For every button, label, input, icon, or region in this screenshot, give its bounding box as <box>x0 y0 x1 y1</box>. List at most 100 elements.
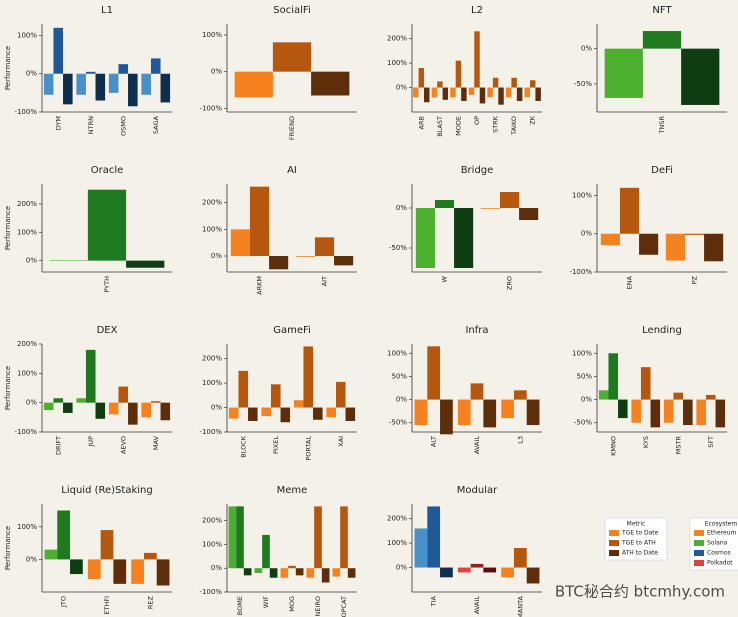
y-tick-label: -100% <box>569 268 592 276</box>
bar <box>272 42 312 72</box>
bar <box>673 392 684 400</box>
y-tick-label: 100% <box>387 539 407 547</box>
legend-label: Cosmos <box>707 550 731 557</box>
y-tick-label: 100% <box>202 31 222 39</box>
bar <box>431 87 438 98</box>
x-tick-label: PZ <box>691 275 699 284</box>
x-tick-label: ENA <box>626 275 634 289</box>
y-axis-label: Performance <box>4 366 12 410</box>
bar <box>128 73 138 107</box>
y-tick-label: 100% <box>202 225 222 233</box>
y-tick-label: 0% <box>396 564 407 572</box>
x-tick-label: NTRN <box>87 116 95 134</box>
legend-title: Ecosystem <box>705 521 738 528</box>
bar <box>269 568 278 578</box>
bar <box>461 87 467 101</box>
legend-swatch <box>609 550 619 556</box>
bar <box>53 398 64 403</box>
y-tick-label: -50% <box>574 80 592 88</box>
x-tick-label: TNSR <box>658 116 666 135</box>
bar <box>108 73 119 93</box>
bar <box>228 407 239 419</box>
bar <box>150 58 161 74</box>
bar <box>314 237 335 256</box>
x-tick-label: OP <box>473 116 481 125</box>
bar <box>100 530 114 560</box>
bar <box>313 407 323 420</box>
y-tick-label: 200% <box>387 515 407 523</box>
x-tick-label: PORTAL <box>304 436 312 461</box>
bar <box>95 402 106 419</box>
bar <box>311 71 350 96</box>
bar <box>468 87 475 95</box>
bar <box>513 548 527 568</box>
bar <box>681 48 720 105</box>
legend-swatch <box>694 530 704 536</box>
panel: Modular 0% 100% 200% TIA AVAIL MANTA <box>387 485 542 617</box>
y-tick-label: -100% <box>199 104 222 112</box>
y-tick-label: 100% <box>202 379 222 387</box>
bar <box>705 394 716 400</box>
bar <box>295 568 304 576</box>
y-tick-label: 0% <box>581 396 592 404</box>
x-tick-label: JTO <box>60 596 68 608</box>
y-tick-label: 100% <box>17 369 37 377</box>
panel: Liquid (Re)Staking Performance 0% 100% JTO ET… <box>4 485 172 615</box>
y-tick-label: 0% <box>211 252 222 260</box>
bar <box>483 399 497 428</box>
bar <box>479 87 486 104</box>
bar <box>498 87 504 105</box>
bar <box>457 399 471 426</box>
bar <box>126 260 165 268</box>
bar <box>128 402 138 425</box>
bar <box>519 208 539 220</box>
x-tick-label: MSTR <box>674 436 682 455</box>
bar <box>131 559 144 584</box>
legend-label: TGE to ATH <box>621 540 656 547</box>
y-tick-label: 0% <box>26 555 37 563</box>
bar <box>639 233 659 255</box>
y-tick-label: 0% <box>211 564 222 572</box>
bar <box>513 390 527 400</box>
y-tick-label: 0% <box>26 70 37 78</box>
bar <box>684 233 705 235</box>
bar <box>608 353 619 400</box>
y-tick-label: 0% <box>396 396 407 404</box>
legend-label: ATH to Date <box>622 550 658 557</box>
x-tick-label: MANTA <box>516 595 524 617</box>
panel-title: Oracle <box>91 165 124 176</box>
x-tick-label: BOME <box>236 596 244 615</box>
x-tick-label: ARKM <box>256 276 264 295</box>
bar <box>516 87 523 101</box>
panel-title: L2 <box>471 5 483 16</box>
y-tick-label: -100% <box>199 588 222 596</box>
bar <box>483 567 497 573</box>
bar <box>683 399 693 426</box>
x-tick-label: L3 <box>516 436 524 444</box>
x-tick-label: FRIEND <box>288 116 296 140</box>
y-tick-label: 200% <box>17 340 37 348</box>
y-tick-label: 0% <box>581 45 592 53</box>
bar <box>43 73 54 95</box>
bar <box>44 549 58 560</box>
bar <box>156 559 170 586</box>
bar <box>704 233 724 262</box>
y-tick-label: 100% <box>387 59 407 67</box>
x-tick-label: POPCAT <box>340 596 348 617</box>
bar <box>228 506 237 569</box>
x-tick-label: STRK <box>492 115 500 133</box>
bar <box>414 528 428 568</box>
bar <box>85 349 96 403</box>
y-tick-label: 0% <box>581 230 592 238</box>
x-tick-label: SAGA <box>152 115 160 134</box>
legend-swatch <box>694 560 704 566</box>
x-tick-label: WIF <box>262 596 270 608</box>
bar <box>424 87 430 103</box>
legend-swatch <box>609 540 619 546</box>
y-tick-label: -100% <box>199 428 222 436</box>
x-tick-label: ZK <box>529 115 537 124</box>
watermark: BTC秘合约 btcmhy.com <box>555 583 725 601</box>
y-tick-label: 100% <box>202 540 222 548</box>
bar <box>501 567 514 578</box>
